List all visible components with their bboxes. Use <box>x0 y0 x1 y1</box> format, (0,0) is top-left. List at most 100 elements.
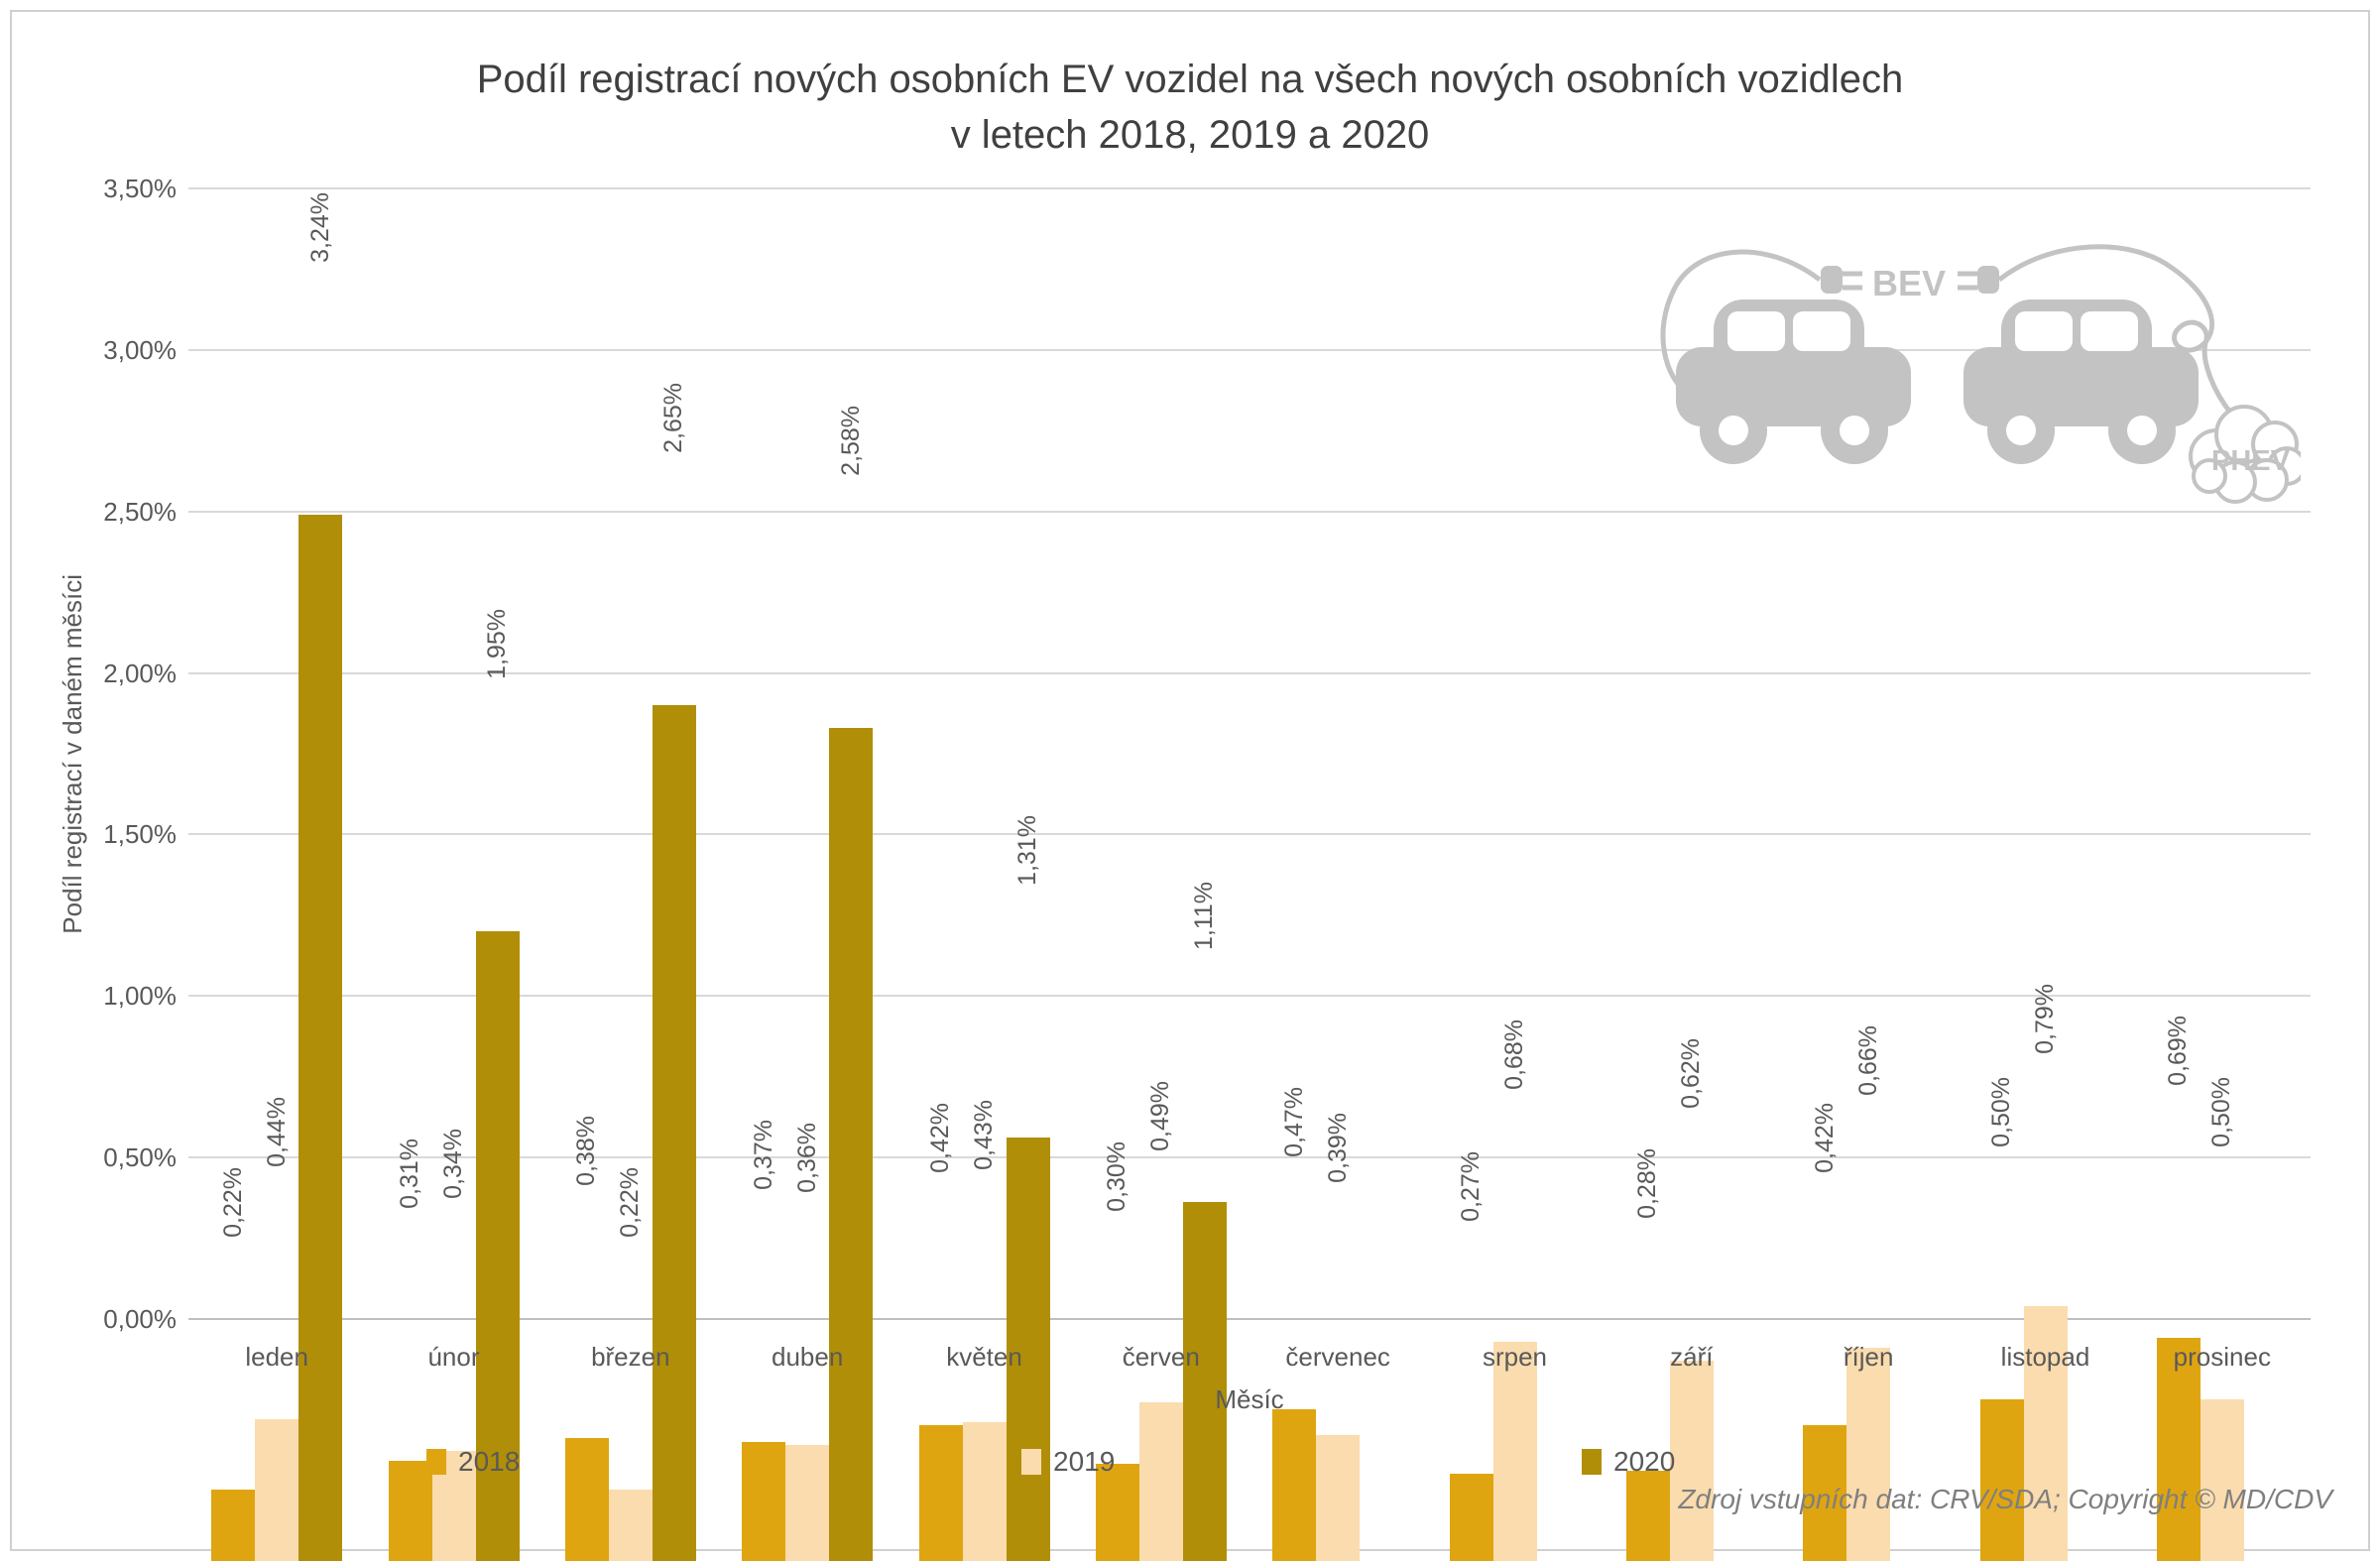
legend-item-2020: 2020 <box>1582 1446 1675 1478</box>
bar-2018-říjen <box>1803 1425 1847 1561</box>
source-note: Zdroj vstupních dat: CRV/SDA; Copyright … <box>1678 1484 2332 1514</box>
x-tick-duben: duben <box>772 1342 844 1372</box>
bar-label-2020-duben: 2,58% <box>829 406 873 476</box>
bar-value-label: 0,37% <box>749 1119 777 1190</box>
bar-value-label: 1,31% <box>1013 815 1041 887</box>
bar-2019-květen <box>962 1421 1007 1561</box>
bar-value-label: 0,50% <box>2207 1077 2236 1148</box>
bar-label-2020-leden: 3,24% <box>298 192 342 263</box>
x-tick-květen: květen <box>946 1342 1022 1372</box>
gridline-0,00% <box>188 1318 2311 1320</box>
gridline-1,50% <box>188 833 2311 836</box>
bar-label-2018-prosinec: 0,69% <box>2157 1016 2201 1086</box>
bar-value-label: 0,27% <box>1457 1151 1485 1223</box>
y-tick-label: 0,50% <box>103 1142 177 1173</box>
bar-value-label: 1,95% <box>483 608 511 679</box>
y-tick-label: 1,50% <box>103 819 177 850</box>
bar-2018-červenec <box>1272 1408 1317 1561</box>
gridline-3,50% <box>188 187 2311 189</box>
y-tick-label: 3,50% <box>103 174 177 203</box>
x-tick-srpen: srpen <box>1482 1342 1548 1372</box>
bar-2018-listopad <box>1979 1399 2024 1561</box>
bar-value-label: 0,69% <box>2164 1016 2193 1087</box>
gridline-1,00% <box>188 995 2311 998</box>
legend-label-2019: 2019 <box>1053 1446 1116 1477</box>
bar-2019-leden <box>255 1418 299 1561</box>
bar-2020-březen <box>652 704 696 1561</box>
chart-title: Podíl registrací nových osobních EV vozi… <box>0 52 2380 163</box>
bar-label-2019-březen: 0,22% <box>609 1167 653 1238</box>
bar-2019-září <box>1669 1361 1714 1561</box>
bar-value-label: 0,30% <box>1103 1141 1131 1213</box>
bar-2020-duben <box>829 727 874 1561</box>
bar-label-2018-květen: 0,42% <box>919 1103 963 1173</box>
gridline-0,50% <box>188 1156 2311 1159</box>
bar-value-label: 0,44% <box>262 1096 291 1167</box>
legend-label-2020: 2020 <box>1613 1446 1676 1477</box>
x-tick-září: září <box>1670 1342 1714 1372</box>
bar-label-2018-leden: 0,22% <box>211 1167 255 1238</box>
bar-value-label: 3,24% <box>305 191 334 263</box>
bar-2018-květen <box>918 1425 963 1561</box>
y-tick-label: 2,50% <box>103 496 177 527</box>
bar-2018-leden <box>211 1490 256 1561</box>
bar-2019-červen <box>1138 1402 1183 1561</box>
legend-swatch-2019 <box>1021 1449 1041 1475</box>
ev-cars-illustration: BEV PHEV <box>1660 244 2301 504</box>
bar-2019-červenec <box>1316 1434 1361 1561</box>
gridline-3,00% <box>188 348 2311 351</box>
bar-2018-březen <box>564 1438 609 1561</box>
bar-2020-červen <box>1182 1202 1227 1561</box>
bar-label-2019-červen: 0,49% <box>1139 1081 1183 1151</box>
bar-value-label: 0,42% <box>1810 1103 1839 1174</box>
x-tick-červenec: červenec <box>1285 1342 1390 1372</box>
bar-value-label: 0,66% <box>1853 1025 1882 1097</box>
bar-label-2018-duben: 0,37% <box>742 1120 785 1190</box>
bar-label-2019-únor: 0,34% <box>432 1129 476 1199</box>
bar-label-2020-březen: 2,65% <box>653 383 696 453</box>
bar-value-label: 0,43% <box>970 1100 998 1170</box>
x-tick-říjen: říjen <box>1843 1342 1894 1372</box>
legend-swatch-2018 <box>426 1449 446 1475</box>
bar-value-label: 0,47% <box>1279 1087 1308 1157</box>
bar-2019-srpen <box>1492 1341 1537 1561</box>
bar-label-2019-říjen: 0,66% <box>1846 1025 1890 1096</box>
legend-label-2018: 2018 <box>458 1446 521 1477</box>
x-axis-title: Měsíc <box>1215 1384 1284 1414</box>
y-tick-label: 3,00% <box>103 334 177 365</box>
bar-2019-prosinec <box>2200 1399 2244 1561</box>
bar-label-2019-prosinec: 0,50% <box>2201 1077 2244 1147</box>
bar-2018-únor <box>388 1461 432 1561</box>
bar-value-label: 0,28% <box>1633 1147 1662 1219</box>
x-tick-březen: březen <box>591 1342 670 1372</box>
bar-label-2018-březen: 0,38% <box>565 1116 609 1186</box>
bar-label-2018-říjen: 0,42% <box>1803 1103 1846 1173</box>
bar-value-label: 0,62% <box>1677 1038 1706 1110</box>
legend-item-2018: 2018 <box>426 1446 520 1478</box>
bev-label: BEV <box>1872 263 1946 303</box>
bar-value-label: 0,79% <box>2031 983 2059 1054</box>
bar-value-label: 0,34% <box>439 1129 467 1200</box>
bar-value-label: 0,49% <box>1146 1080 1175 1151</box>
bar-value-label: 0,39% <box>1323 1113 1352 1183</box>
y-tick-label: 0,00% <box>103 1304 177 1334</box>
bar-2020-leden <box>298 514 343 1561</box>
bar-value-label: 2,58% <box>836 405 865 476</box>
bar-value-label: 0,42% <box>926 1103 954 1174</box>
bar-2018-červen <box>1095 1464 1139 1561</box>
x-tick-leden: leden <box>245 1342 308 1372</box>
bar-value-label: 0,38% <box>572 1116 601 1187</box>
bar-label-2018-listopad: 0,50% <box>1980 1077 2024 1147</box>
legend-swatch-2020 <box>1582 1449 1602 1475</box>
x-tick-listopad: listopad <box>2000 1342 2090 1372</box>
bar-label-2019-květen: 0,43% <box>963 1100 1007 1170</box>
bar-label-2019-duben: 0,36% <box>785 1123 829 1193</box>
bar-label-2020-únor: 1,95% <box>476 609 520 679</box>
bar-2018-prosinec <box>2156 1338 2201 1561</box>
bar-label-2020-květen: 1,31% <box>1007 815 1050 886</box>
bar-label-2018-červen: 0,30% <box>1096 1141 1139 1212</box>
bar-value-label: 0,50% <box>1987 1077 2015 1148</box>
bar-label-2018-červenec: 0,47% <box>1272 1087 1316 1157</box>
x-tick-prosinec: prosinec <box>2173 1342 2271 1372</box>
bar-value-label: 0,68% <box>1500 1019 1528 1090</box>
